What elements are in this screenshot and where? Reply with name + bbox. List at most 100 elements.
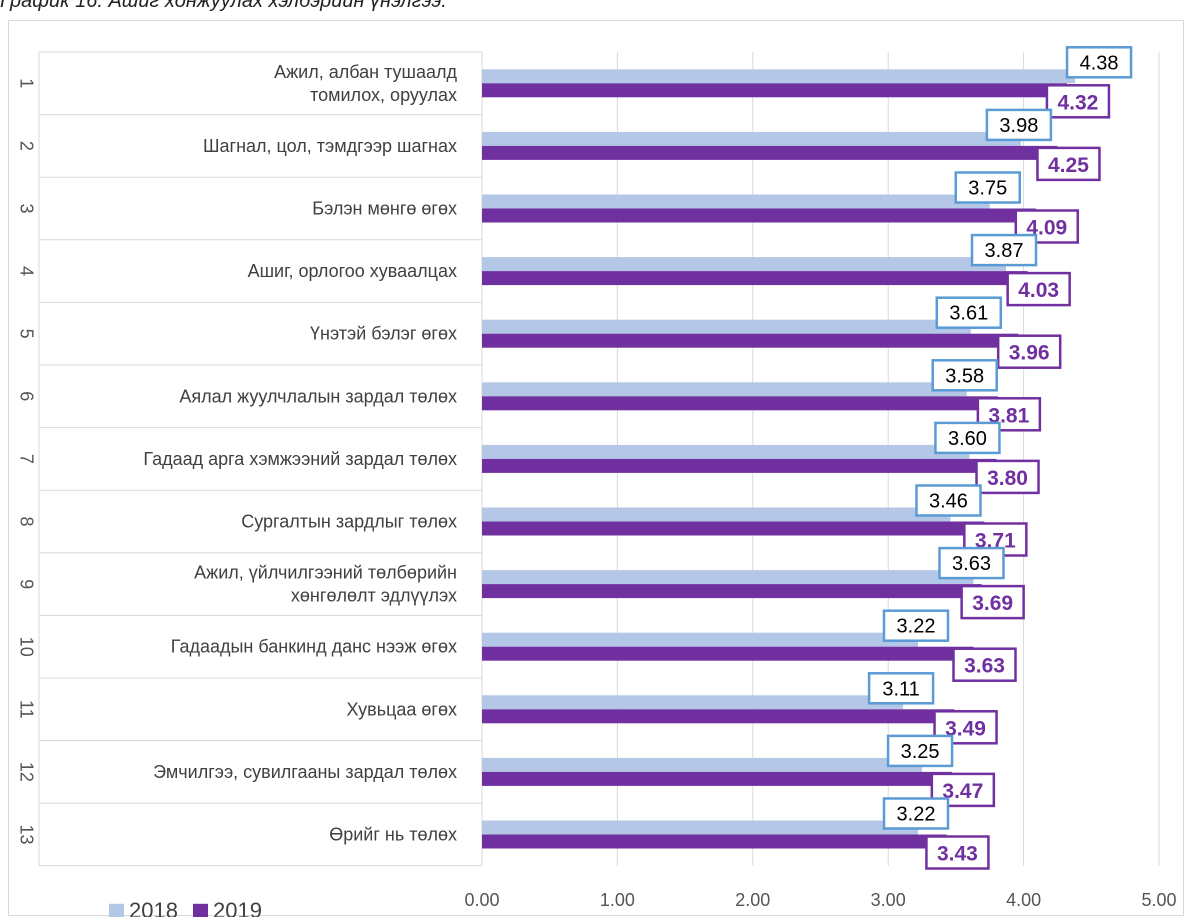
data-label-box-2018 (1065, 46, 1133, 79)
bar-2018 (482, 695, 904, 710)
legend-label-2018: 2018 (129, 898, 178, 917)
data-label-2018: 3.98 (999, 115, 1038, 137)
data-label-box-2018 (985, 108, 1053, 142)
legend-swatch-2018 (109, 903, 124, 917)
bar-2018 (482, 194, 990, 209)
category-number: 1 (16, 78, 36, 88)
bar-2018 (482, 632, 918, 647)
data-label-2019: 3.81 (988, 404, 1029, 427)
x-tick-label: 4.00 (1006, 890, 1041, 910)
data-label-box-2019 (930, 772, 996, 808)
data-label-2018: 3.25 (901, 741, 940, 763)
category-number: 11 (16, 700, 36, 719)
data-label-2018: 3.60 (948, 428, 987, 450)
category-number: 8 (16, 516, 36, 526)
data-label-2018: 3.75 (968, 178, 1007, 200)
category-number: 2 (16, 141, 36, 151)
category-label: Хувьцаа өгөх (347, 699, 457, 719)
chart-caption: График 16. Ашиг хонжуулах хэлбэрийн үнэл… (0, 0, 447, 12)
bar-2019 (482, 458, 997, 473)
bar-2019 (482, 145, 1058, 160)
bar-2019 (482, 709, 955, 724)
data-label-2019: 4.32 (1057, 91, 1098, 114)
data-label-box-2019 (1036, 146, 1101, 182)
bar-2019 (482, 584, 982, 599)
category-number: 12 (16, 762, 36, 782)
category-label: Эмчилгээ, сувилгааны зардал төлөх (153, 762, 457, 782)
bar-2019 (482, 521, 985, 536)
category-label: Аялал жуулчлалын зардал төлөх (179, 386, 457, 406)
data-label-2018: 3.22 (897, 616, 936, 638)
bar-2019 (482, 208, 1036, 223)
data-label-box-2019 (1006, 271, 1071, 307)
x-axis-tick-labels: 0.00 1.00 2.00 3.00 4.00 5.00 (464, 890, 1176, 910)
bar-2019 (482, 771, 952, 786)
data-label-2019: 3.47 (942, 780, 983, 803)
data-label-box-2018 (954, 171, 1021, 204)
data-label-box-2019 (952, 647, 1017, 682)
x-tick-label: 2.00 (735, 890, 770, 910)
data-label-box-2018 (915, 484, 982, 517)
category-label: Үнэтэй бэлэг өгөх (310, 324, 457, 344)
chart-frame: 1 Ажил, албан тушаалд томилох, оруулах 2 Шаг… (8, 20, 1184, 917)
category-number: 5 (16, 329, 36, 339)
category-label: Ашиг, орлогоо хуваалцах (248, 261, 457, 281)
data-label-box-2018 (938, 546, 1005, 580)
bar-2018 (482, 257, 1006, 272)
legend-label-2019: 2019 (213, 898, 262, 917)
data-label-2019: 3.43 (937, 843, 978, 866)
data-label-2018: 4.38 (1080, 52, 1119, 74)
data-label-2018: 3.46 (929, 491, 968, 513)
x-tick-label: 1.00 (600, 890, 635, 910)
category-label: томилох, оруулах (310, 85, 457, 105)
data-label-2018: 3.22 (897, 804, 936, 826)
bar-2018 (482, 131, 1021, 146)
legend-swatch-2019 (193, 903, 208, 917)
bar-2019 (482, 396, 998, 411)
bar-2018 (482, 444, 970, 459)
bar-2018 (482, 507, 951, 522)
category-number: 4 (16, 266, 36, 276)
data-label-box-2019 (1045, 84, 1111, 119)
bar-2018 (482, 820, 918, 835)
category-number: 7 (16, 454, 36, 464)
bar-2019 (482, 834, 947, 849)
category-label: Сургалтын зардлыг төлөх (241, 512, 457, 532)
category-number: 3 (16, 203, 36, 213)
data-label-2019: 3.63 (964, 655, 1005, 678)
category-label: Өрийг нь төлөх (329, 825, 457, 845)
data-label-box-2018 (931, 359, 998, 392)
data-label-box-2019 (996, 334, 1062, 369)
legend: 2018 2019 (109, 898, 262, 917)
data-label-2019: 3.71 (975, 530, 1016, 553)
data-label-box-2019 (975, 459, 1040, 495)
data-label-box-2018 (882, 797, 950, 830)
data-label-2019: 3.49 (945, 717, 986, 740)
bar-2019 (482, 83, 1067, 98)
category-labels: 1 Ажил, албан тушаалд томилох, оруулах 2 Шаг… (16, 62, 457, 845)
data-label-2019: 4.03 (1018, 279, 1059, 302)
bar-2019 (482, 271, 1028, 286)
data-label-2018: 3.58 (945, 365, 984, 387)
data-labels: 4.38 4.32 3.98 4.25 3.75 4.093.87 4.03 3.61 3.96… (867, 46, 1133, 870)
category-number: 6 (16, 391, 36, 401)
data-label-2019: 3.96 (1009, 342, 1050, 365)
bar-2018 (482, 382, 967, 397)
data-label-2018: 3.87 (985, 240, 1024, 262)
x-tick-label: 5.00 (1141, 890, 1176, 910)
category-number: 9 (16, 579, 36, 589)
bar-2019 (482, 333, 1019, 348)
bar-2019 (482, 646, 974, 661)
data-label-box-2018 (935, 296, 1003, 329)
data-label-box-2018 (970, 233, 1038, 267)
category-label: Ажил, үйлчилгээний төлбөрийн (194, 563, 457, 583)
bar-2018 (482, 319, 971, 334)
data-label-2018: 3.61 (949, 303, 988, 325)
bars (482, 69, 1076, 849)
bar-2018 (482, 69, 1076, 84)
data-label-2018: 3.63 (952, 553, 991, 575)
category-label: Гадаадын банкинд данс нээж өгөх (171, 637, 457, 657)
data-label-2019: 3.69 (972, 592, 1013, 615)
data-label-2018: 3.11 (882, 678, 919, 700)
bar-chart: 1 Ажил, албан тушаалд томилох, оруулах 2 Шаг… (16, 46, 1177, 917)
